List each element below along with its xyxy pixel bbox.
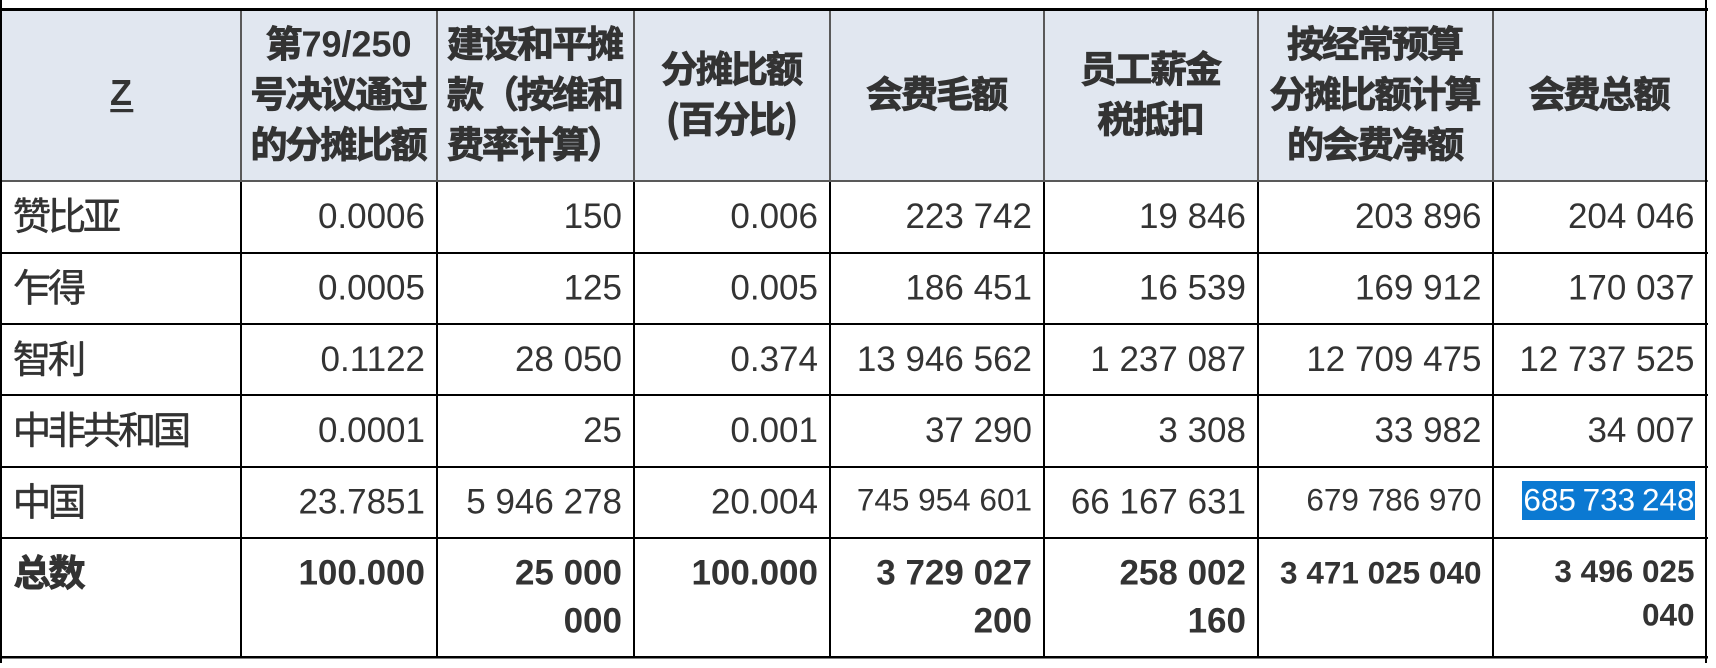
svg-text:0.0005: 0.0005: [318, 269, 425, 308]
svg-text:100.000: 100.000: [691, 554, 818, 593]
svg-text:3 729 027: 3 729 027: [876, 554, 1032, 593]
svg-text:16 539: 16 539: [1139, 269, 1246, 308]
svg-text:745 954 601: 745 954 601: [857, 481, 1032, 517]
svg-text:19 846: 19 846: [1139, 197, 1246, 236]
svg-text:0.005: 0.005: [730, 269, 818, 308]
svg-text:3 471 025 040: 3 471 025 040: [1280, 554, 1481, 590]
svg-text:12 709 475: 12 709 475: [1306, 340, 1481, 379]
svg-text:28 050: 28 050: [515, 340, 622, 379]
svg-text:0.0006: 0.0006: [318, 197, 425, 236]
svg-text:5 946 278: 5 946 278: [466, 483, 622, 522]
svg-text:0.001: 0.001: [730, 411, 818, 450]
svg-text:0.1122: 0.1122: [321, 340, 425, 379]
svg-text:100.000: 100.000: [298, 554, 425, 593]
svg-text:0.0001: 0.0001: [318, 411, 425, 450]
svg-text:34 007: 34 007: [1587, 411, 1694, 450]
svg-text:79/250: 79/250: [301, 24, 411, 65]
svg-text:1 237 087: 1 237 087: [1090, 340, 1246, 379]
svg-text:258 002: 258 002: [1119, 554, 1246, 593]
svg-text:0.374: 0.374: [730, 340, 818, 379]
svg-text:679 786 970: 679 786 970: [1306, 481, 1481, 517]
svg-text:223 742: 223 742: [905, 197, 1032, 236]
svg-text:33 982: 33 982: [1374, 411, 1481, 450]
svg-text:25 000: 25 000: [515, 554, 622, 593]
svg-text:169 912: 169 912: [1355, 269, 1482, 308]
svg-text:23.7851: 23.7851: [298, 483, 425, 522]
svg-text:040: 040: [1642, 597, 1695, 633]
svg-text:186 451: 186 451: [905, 269, 1032, 308]
svg-text:0.006: 0.006: [730, 197, 818, 236]
svg-text:20.004: 20.004: [711, 483, 818, 522]
svg-text:37 290: 37 290: [925, 411, 1032, 450]
svg-text:150: 150: [564, 197, 622, 236]
svg-text:3 496 025: 3 496 025: [1554, 553, 1694, 589]
svg-text:203 896: 203 896: [1355, 197, 1482, 236]
svg-text:Z: Z: [110, 72, 132, 113]
svg-text:170 037: 170 037: [1568, 269, 1695, 308]
svg-text:25: 25: [583, 411, 622, 450]
svg-text:3 308: 3 308: [1158, 411, 1246, 450]
svg-text:66 167 631: 66 167 631: [1071, 483, 1246, 522]
svg-text:13 946 562: 13 946 562: [857, 340, 1032, 379]
svg-text:200: 200: [974, 601, 1032, 640]
svg-text:12 737 525: 12 737 525: [1519, 340, 1694, 379]
svg-text:160: 160: [1188, 601, 1246, 640]
svg-text:125: 125: [564, 269, 622, 308]
svg-text:000: 000: [564, 601, 622, 640]
svg-text:204 046: 204 046: [1568, 197, 1695, 236]
svg-text:685 733 248: 685 733 248: [1523, 481, 1694, 517]
